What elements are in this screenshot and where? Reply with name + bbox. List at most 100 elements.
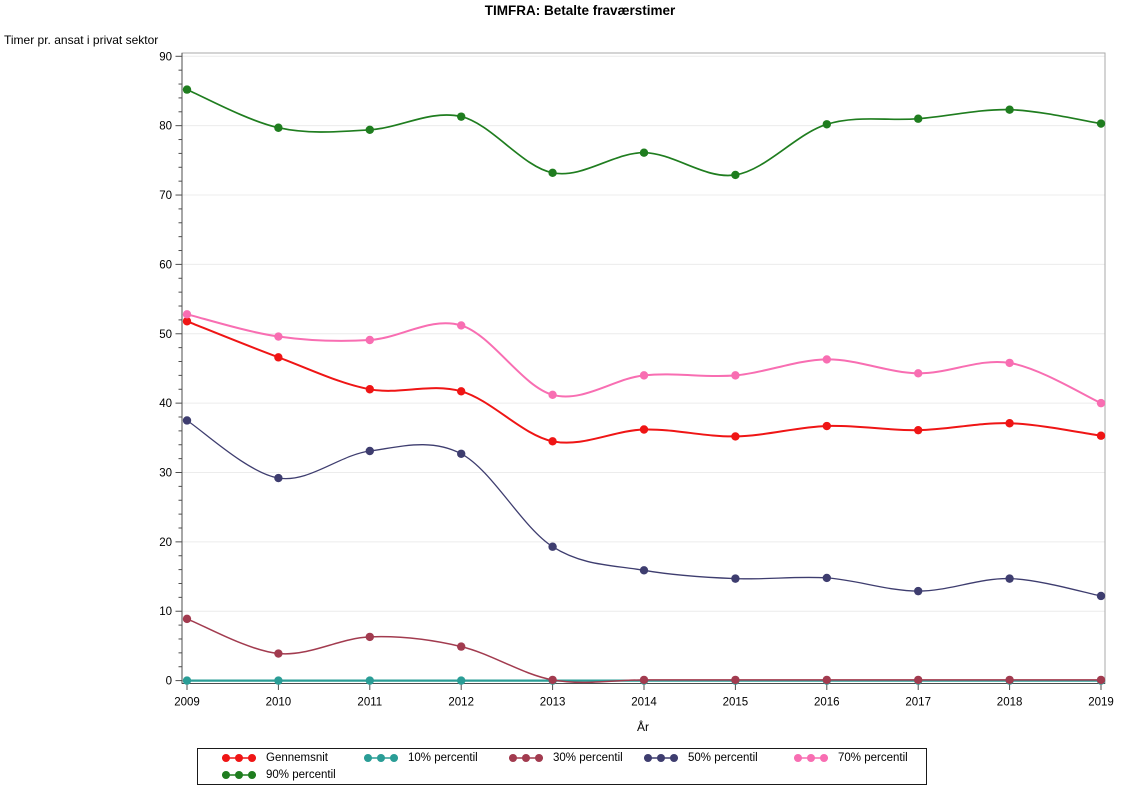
- series-90-percentil: [182, 85, 1106, 180]
- data-point-marker: [274, 676, 283, 685]
- x-tick-label: 2013: [540, 697, 566, 709]
- data-point-marker: [182, 676, 192, 685]
- data-point-marker: [731, 432, 740, 441]
- data-point-marker: [457, 112, 466, 121]
- data-point-marker: [457, 676, 466, 685]
- data-point-marker: [1096, 398, 1106, 408]
- legend-row-2: 90% percentil: [220, 767, 926, 784]
- x-tick-label: 2019: [1088, 697, 1114, 709]
- data-point-marker: [365, 125, 374, 135]
- series-gennemsnit: [182, 317, 1106, 446]
- chart-title: TIMFRA: Betalte fraværstimer: [484, 3, 676, 18]
- data-point-marker: [639, 675, 649, 685]
- y-axis: 0 10 20 30 40 50 60 70 80 90: [159, 51, 183, 688]
- legend-item-70-percentil: 70% percentil: [792, 752, 908, 764]
- data-point-marker: [1096, 119, 1106, 128]
- data-point-marker: [1005, 675, 1014, 685]
- plot-frame: [181, 52, 1106, 684]
- data-point-marker: [1005, 419, 1014, 428]
- legend-label: 50% percentil: [688, 752, 758, 764]
- percentil-90-marker-icon: [222, 771, 256, 779]
- data-point-marker: [548, 542, 557, 551]
- data-point-marker: [914, 586, 923, 596]
- y-tick-label: 60: [159, 259, 172, 271]
- legend-label: 70% percentil: [838, 752, 908, 764]
- data-point-marker: [548, 390, 557, 400]
- legend-item-90-percentil: 90% percentil: [220, 769, 336, 781]
- x-tick-label: 2011: [357, 697, 382, 709]
- data-point-marker: [457, 321, 466, 330]
- y-axis-title: Timer pr. ansat i privat sektor: [4, 33, 159, 47]
- legend-label: 30% percentil: [553, 752, 623, 764]
- y-tick-label: 80: [159, 121, 172, 133]
- data-point-marker: [639, 566, 649, 575]
- data-point-marker: [182, 85, 192, 94]
- x-tick-label: 2016: [814, 697, 840, 709]
- data-point-marker: [914, 425, 923, 435]
- y-tick-label: 10: [159, 606, 172, 618]
- data-point-marker: [731, 574, 740, 583]
- x-tick-label: 2015: [723, 697, 749, 709]
- series-70-percentil: [182, 310, 1106, 408]
- series-30-percentil: [182, 614, 1106, 685]
- legend-item-gennemsnit: Gennemsnit: [220, 752, 362, 764]
- data-point-marker: [1005, 105, 1014, 114]
- y-tick-label: 70: [159, 190, 172, 202]
- data-point-marker: [639, 425, 649, 434]
- y-tick-label: 40: [159, 398, 172, 410]
- legend-label: 10% percentil: [408, 752, 478, 764]
- data-point-marker: [274, 332, 283, 341]
- legend-item-50-percentil: 50% percentil: [642, 752, 792, 764]
- y-tick-label: 20: [159, 537, 172, 549]
- data-point-marker: [914, 114, 923, 123]
- legend-item-30-percentil: 30% percentil: [507, 752, 642, 764]
- data-point-marker: [365, 676, 374, 685]
- data-point-marker: [639, 148, 649, 157]
- data-point-marker: [914, 369, 923, 378]
- data-point-marker: [822, 675, 831, 685]
- legend-label: Gennemsnit: [266, 752, 329, 764]
- data-point-marker: [822, 573, 831, 583]
- data-point-marker: [731, 371, 740, 380]
- y-tick-label: 0: [166, 676, 172, 688]
- data-point-marker: [274, 473, 283, 483]
- y-tick-label: 50: [159, 329, 172, 341]
- data-point-marker: [365, 385, 374, 394]
- data-point-marker: [274, 649, 283, 658]
- data-point-marker: [822, 421, 831, 431]
- y-tick-label: 90: [159, 51, 172, 63]
- data-point-marker: [1096, 675, 1106, 685]
- data-point-marker: [1005, 358, 1014, 368]
- data-point-marker: [274, 123, 283, 132]
- data-point-marker: [731, 170, 740, 180]
- x-axis-title: År: [637, 720, 649, 734]
- data-point-marker: [365, 632, 374, 642]
- data-point-marker: [274, 353, 283, 362]
- data-point-marker: [548, 437, 557, 446]
- gennemsnit-marker-icon: [222, 754, 256, 762]
- data-point-marker: [365, 335, 374, 345]
- data-point-marker: [639, 371, 649, 380]
- data-point-marker: [457, 449, 466, 458]
- x-tick-label: 2018: [997, 697, 1023, 709]
- data-point-marker: [182, 614, 192, 624]
- data-point-marker: [182, 310, 192, 319]
- x-tick-label: 2012: [448, 697, 474, 709]
- data-point-marker: [1096, 591, 1106, 601]
- x-tick-label: 2010: [266, 697, 292, 709]
- data-point-marker: [182, 317, 192, 326]
- data-point-marker: [1096, 431, 1106, 440]
- data-point-marker: [731, 675, 740, 685]
- x-tick-label: 2017: [905, 697, 931, 709]
- data-point-marker: [914, 675, 923, 685]
- data-point-marker: [548, 675, 557, 685]
- legend-item-10-percentil: 10% percentil: [362, 752, 507, 764]
- data-point-marker: [822, 120, 831, 129]
- y-tick-label: 30: [159, 467, 172, 479]
- x-tick-label: 2009: [174, 697, 200, 709]
- legend-label: 90% percentil: [266, 769, 336, 781]
- data-point-marker: [822, 355, 831, 364]
- data-point-marker: [457, 642, 466, 651]
